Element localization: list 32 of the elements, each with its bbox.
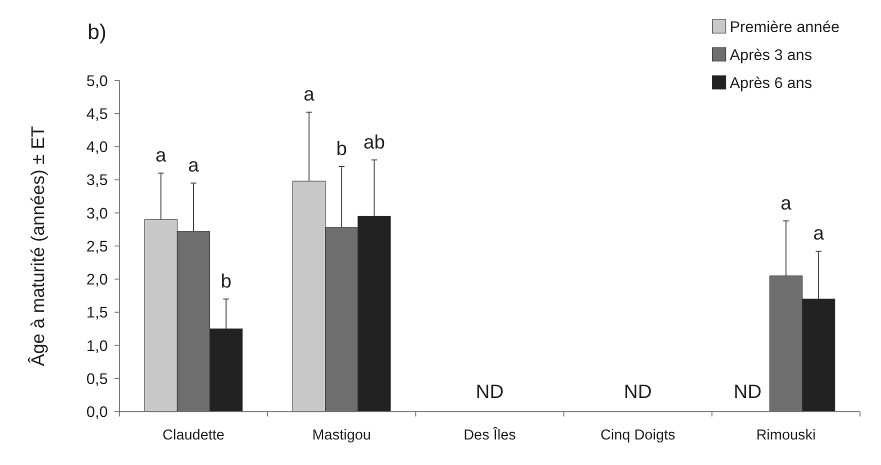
x-tick-label: Cinq Doigts <box>600 428 676 444</box>
x-tick-label: Mastigou <box>312 428 371 444</box>
legend-label: Après 3 ans <box>730 47 812 64</box>
y-tick-label: 0,5 <box>86 370 108 388</box>
annotation: ND <box>476 382 504 404</box>
y-tick-label: 5,0 <box>86 72 108 90</box>
annotation: ND <box>624 382 652 404</box>
x-tick-label: Rimouski <box>756 428 816 444</box>
annotation: a <box>156 146 167 167</box>
annotation: ND <box>734 382 762 404</box>
y-tick-label: 4,5 <box>86 106 108 123</box>
x-tick-label: Claudette <box>162 428 224 444</box>
y-tick-label: 1,5 <box>86 304 108 322</box>
annotation: a <box>188 156 200 177</box>
legend-label: Première année <box>730 19 840 36</box>
y-tick-label: 3,0 <box>86 205 108 222</box>
y-tick-label: 0,0 <box>86 404 108 422</box>
y-tick-label: 4,0 <box>86 139 108 156</box>
annotation: a <box>304 84 315 106</box>
y-tick-label: 3,5 <box>86 172 108 190</box>
annotation: a <box>780 193 792 214</box>
annotation: b <box>220 271 232 292</box>
chart-title: b) <box>88 20 106 44</box>
legend-label: Après 6 ans <box>730 75 812 92</box>
y-axis-title: Âge à maturité (années) ± ET <box>27 126 48 366</box>
y-tick-label: 2,5 <box>86 238 108 256</box>
annotation: ab <box>363 132 385 154</box>
annotation: a <box>813 224 824 245</box>
y-tick-label: 2,0 <box>86 272 108 289</box>
x-tick-label: Des Îles <box>464 426 516 444</box>
y-tick-label: 1,0 <box>86 338 108 355</box>
annotation: b <box>336 138 347 160</box>
